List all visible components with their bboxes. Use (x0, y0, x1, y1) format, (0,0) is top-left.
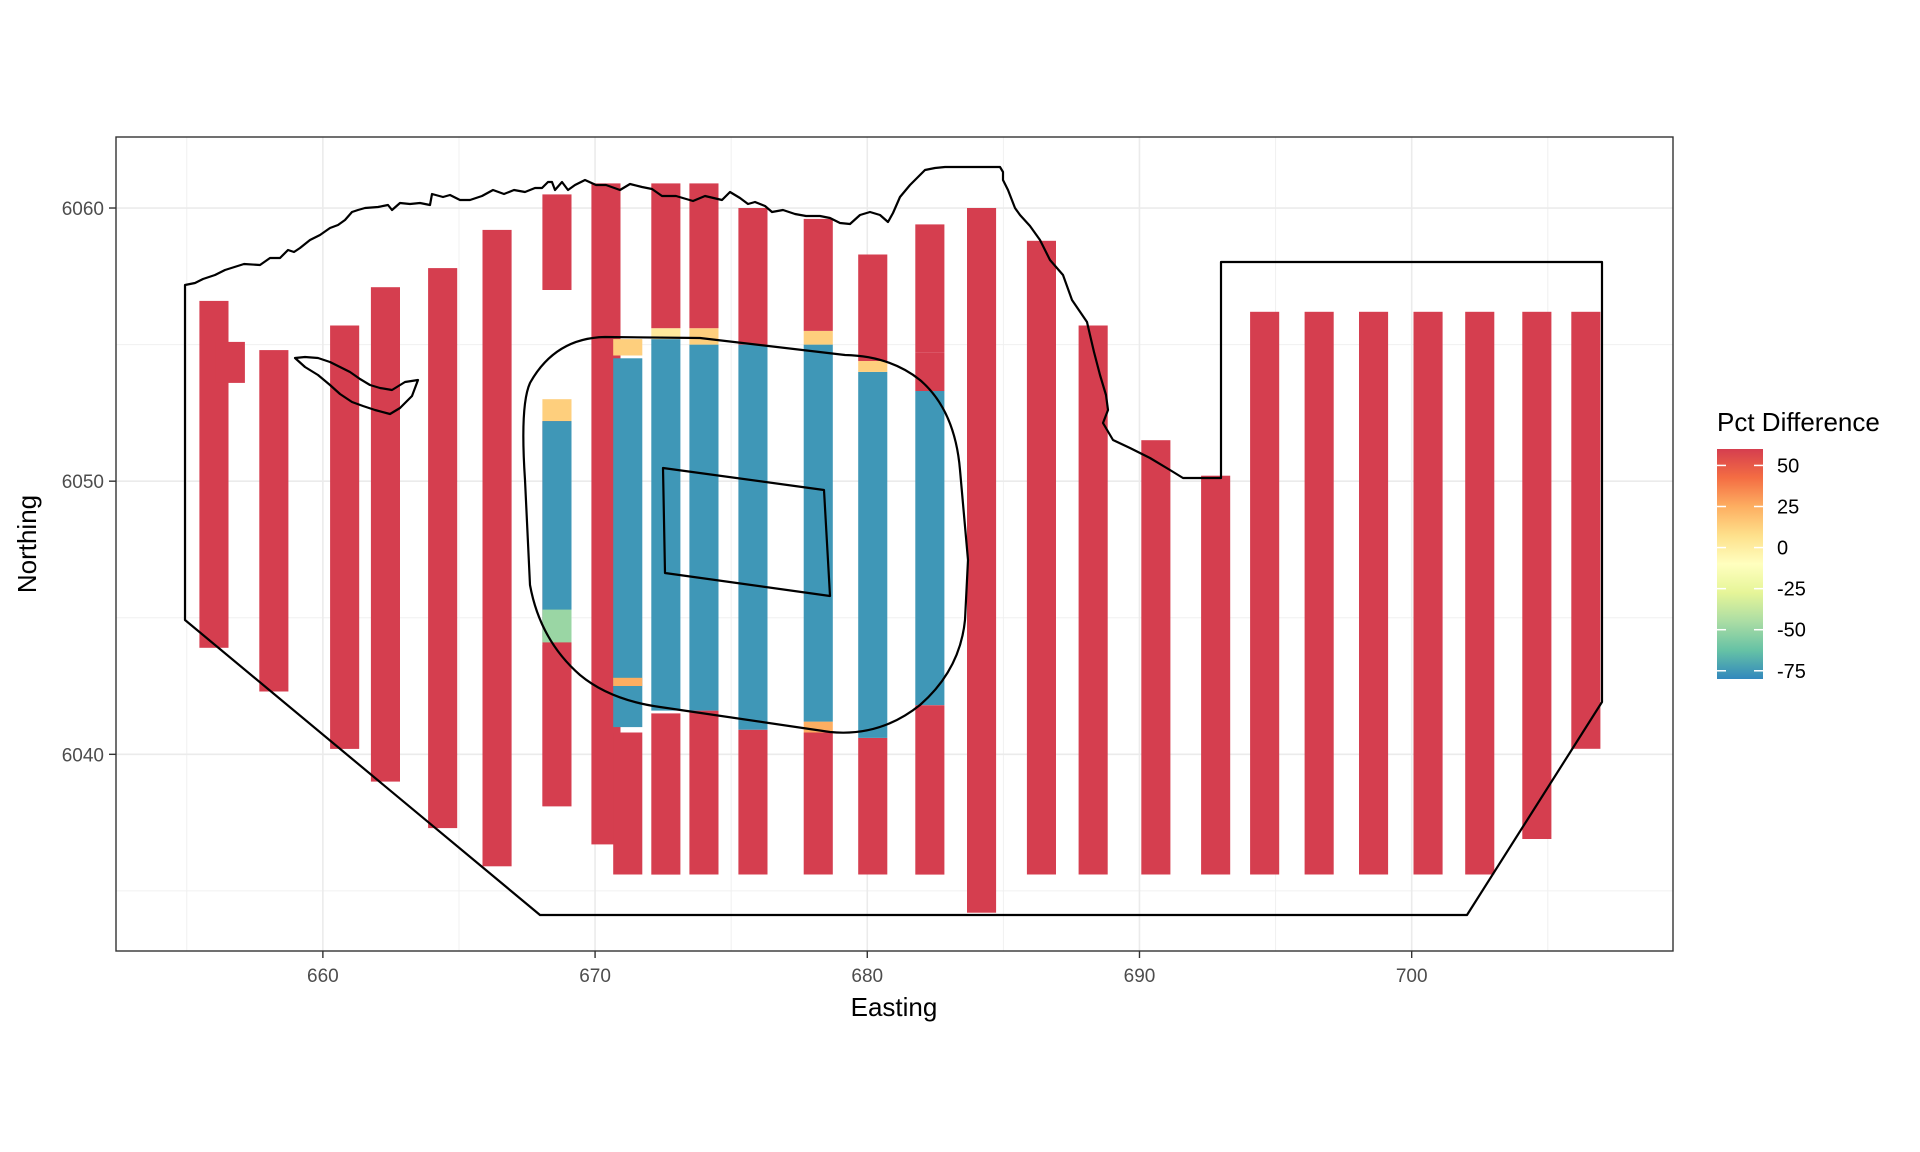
heatmap-cell (542, 421, 572, 637)
heatmap-cell (370, 287, 400, 782)
heatmap-cell (1304, 311, 1334, 875)
heatmap-cells (199, 183, 1601, 913)
heatmap-cell (803, 330, 833, 345)
legend-label: 50 (1777, 455, 1799, 477)
x-tick-label: 660 (307, 966, 339, 987)
heatmap-cell (1571, 311, 1601, 749)
heatmap-cell (803, 721, 833, 733)
legend: Pct Difference 50 25 0 -25 -50 -75 (1717, 407, 1880, 683)
heatmap-cell (803, 218, 833, 331)
heatmap-cell (803, 344, 833, 722)
legend-breaks: 50 25 0 -25 -50 -75 (1717, 455, 1806, 683)
y-axis-title: Northing (12, 495, 42, 593)
heatmap-cell (542, 609, 572, 643)
heatmap-cell (915, 352, 945, 391)
heatmap-cell (738, 208, 768, 345)
x-axis: 660 670 680 690 700 (307, 951, 1428, 987)
x-tick-label: 680 (851, 966, 883, 987)
x-tick-label: 690 (1124, 966, 1156, 987)
heatmap-cell (689, 183, 719, 329)
survey-area-outline (183, 165, 1604, 917)
x-tick-label: 700 (1396, 966, 1428, 987)
boundary-outlines (183, 165, 1604, 917)
heatmap-cell (689, 328, 719, 345)
y-tick-label: 6060 (62, 199, 104, 220)
legend-title: Pct Difference (1717, 407, 1880, 437)
heatmap-cell (1465, 311, 1495, 875)
heatmap-cell (542, 399, 572, 422)
legend-colorbar (1717, 449, 1763, 679)
heatmap-cell (542, 194, 572, 290)
heatmap-cell (1359, 311, 1389, 875)
heatmap-cell (915, 391, 945, 706)
heatmap-cell (915, 224, 945, 353)
buffer-zone-outline (522, 335, 970, 734)
heatmap-cell (613, 339, 643, 356)
heatmap-cell (482, 229, 512, 867)
heatmap-cell (858, 361, 888, 372)
heatmap-cell (738, 729, 768, 875)
heatmap-cell (613, 358, 643, 728)
heatmap-cell (689, 344, 719, 711)
heatmap-cell (1026, 240, 1056, 875)
heatmap-cell (858, 254, 888, 361)
heatmap-cell (1078, 325, 1108, 875)
legend-label: 0 (1777, 538, 1788, 560)
heatmap-cell (1201, 475, 1231, 875)
heatmap-cell (542, 645, 572, 807)
heatmap-cell (651, 713, 681, 875)
heatmap-cell (259, 350, 289, 692)
heatmap-cell (858, 737, 888, 875)
heatmap-cell (915, 705, 945, 875)
y-tick-label: 6050 (62, 472, 104, 493)
heatmap-cell (428, 268, 458, 829)
heatmap-cell (651, 183, 681, 329)
x-axis-title: Easting (851, 992, 938, 1022)
heatmap-cell (689, 710, 719, 875)
inner-site-outline (661, 466, 832, 598)
legend-label: -75 (1777, 661, 1806, 683)
x-tick-label: 670 (579, 966, 611, 987)
y-tick-label: 6040 (62, 745, 104, 766)
heatmap-cell (1141, 440, 1171, 875)
heatmap-cell (738, 344, 768, 730)
heatmap-cell (613, 732, 643, 875)
heatmap-cell (1250, 311, 1280, 875)
heatmap-cell (215, 341, 245, 383)
heatmap-cell (651, 339, 681, 711)
legend-label: 25 (1777, 497, 1799, 519)
heatmap-cell (967, 208, 997, 913)
heatmap-cell (1413, 311, 1443, 875)
panel-border (115, 136, 1674, 952)
coastline (293, 355, 420, 416)
y-axis: 6040 6050 6060 (62, 199, 116, 766)
legend-label: -25 (1777, 579, 1806, 601)
heatmap-cell (651, 328, 681, 340)
heatmap-cell (1522, 311, 1552, 839)
heatmap-cell (613, 677, 643, 686)
heatmap-cell (858, 371, 888, 738)
legend-label: -50 (1777, 620, 1806, 642)
heatmap-cell (803, 732, 833, 875)
